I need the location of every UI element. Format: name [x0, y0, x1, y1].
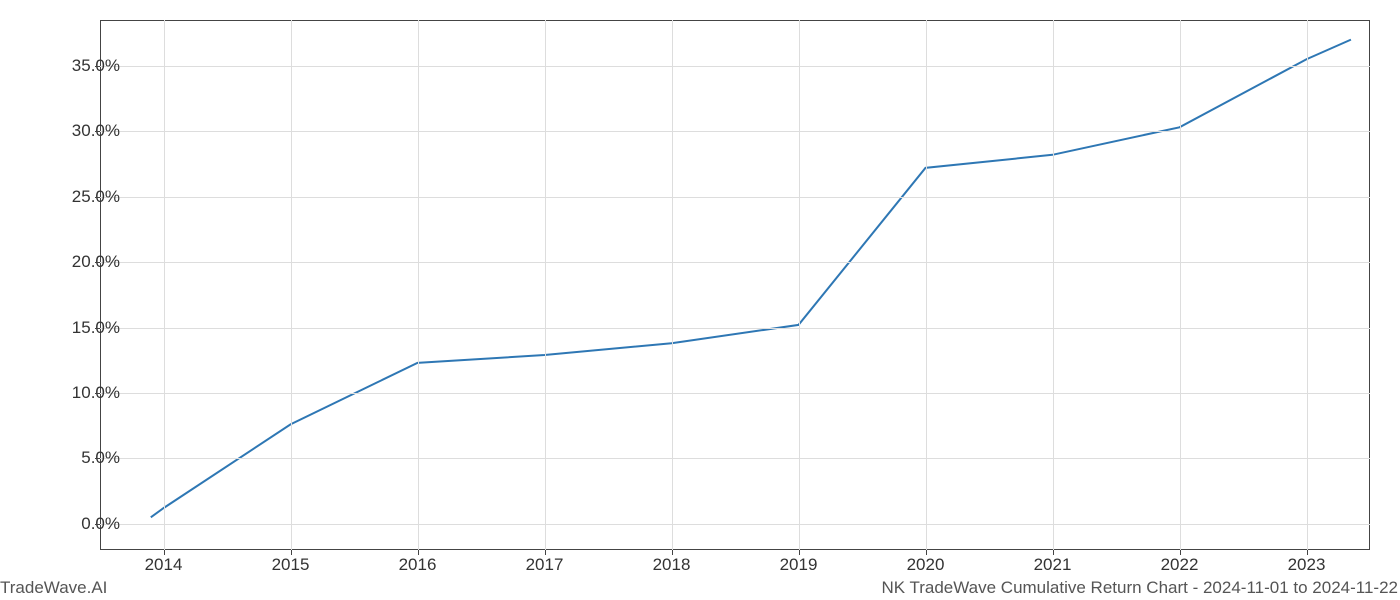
x-axis-tick-mark: [291, 550, 292, 555]
grid-line-vertical: [164, 20, 165, 550]
x-axis-tick-mark: [799, 550, 800, 555]
y-axis-tick-label: 15.0%: [40, 318, 120, 338]
footer-brand: TradeWave.AI: [0, 578, 107, 598]
y-axis-tick-label: 30.0%: [40, 121, 120, 141]
x-axis-tick-mark: [164, 550, 165, 555]
y-axis-tick-mark: [95, 458, 100, 459]
x-axis-tick-label: 2017: [526, 555, 564, 575]
x-axis-tick-label: 2015: [272, 555, 310, 575]
y-axis-tick-mark: [95, 197, 100, 198]
x-axis-tick-mark: [1307, 550, 1308, 555]
footer-caption: NK TradeWave Cumulative Return Chart - 2…: [881, 578, 1398, 598]
x-axis-tick-mark: [672, 550, 673, 555]
y-axis-tick-mark: [95, 524, 100, 525]
grid-line-vertical: [799, 20, 800, 550]
x-axis-tick-label: 2019: [780, 555, 818, 575]
chart-plot-area: [100, 20, 1370, 550]
cumulative-return-line: [151, 40, 1351, 518]
x-axis-tick-mark: [1180, 550, 1181, 555]
y-axis-tick-label: 35.0%: [40, 56, 120, 76]
y-axis-tick-label: 0.0%: [40, 514, 120, 534]
x-axis-tick-label: 2022: [1161, 555, 1199, 575]
y-axis-tick-label: 20.0%: [40, 252, 120, 272]
y-axis-tick-mark: [95, 262, 100, 263]
grid-line-vertical: [545, 20, 546, 550]
x-axis-tick-label: 2021: [1034, 555, 1072, 575]
x-axis-tick-label: 2018: [653, 555, 691, 575]
y-axis-tick-mark: [95, 131, 100, 132]
grid-line-vertical: [926, 20, 927, 550]
y-axis-tick-mark: [95, 66, 100, 67]
x-axis-tick-mark: [545, 550, 546, 555]
y-axis-tick-label: 5.0%: [40, 448, 120, 468]
grid-line-vertical: [418, 20, 419, 550]
grid-line-vertical: [672, 20, 673, 550]
x-axis-tick-label: 2020: [907, 555, 945, 575]
y-axis-tick-label: 10.0%: [40, 383, 120, 403]
x-axis-tick-label: 2016: [399, 555, 437, 575]
y-axis-tick-label: 25.0%: [40, 187, 120, 207]
x-axis-tick-label: 2023: [1288, 555, 1326, 575]
x-axis-tick-mark: [418, 550, 419, 555]
x-axis-tick-mark: [1053, 550, 1054, 555]
x-axis-tick-mark: [926, 550, 927, 555]
grid-line-vertical: [291, 20, 292, 550]
x-axis-tick-label: 2014: [145, 555, 183, 575]
grid-line-vertical: [1180, 20, 1181, 550]
y-axis-tick-mark: [95, 328, 100, 329]
y-axis-tick-mark: [95, 393, 100, 394]
grid-line-vertical: [1307, 20, 1308, 550]
grid-line-vertical: [1053, 20, 1054, 550]
